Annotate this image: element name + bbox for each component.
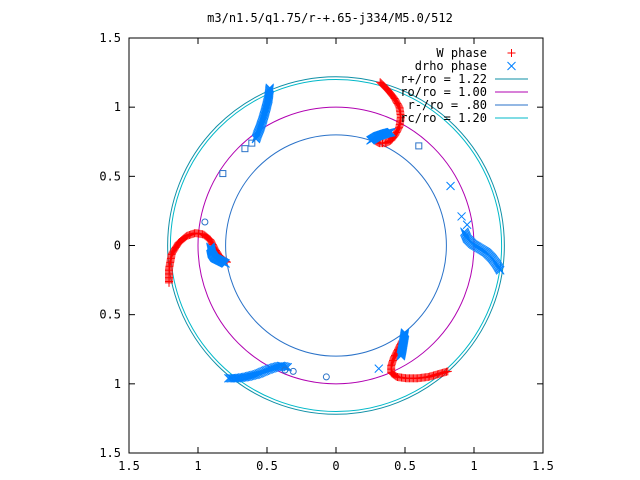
drho-phase-point xyxy=(253,130,262,139)
circle-r-ro xyxy=(225,134,447,357)
circle-point xyxy=(322,373,330,381)
y-tick-label: 1.5 xyxy=(99,446,121,460)
axes: 1.5 1 0.5 0 0.5 1 1.51.510.500.511.5 xyxy=(99,31,554,473)
y-tick-label: 1 xyxy=(114,377,121,391)
legend-marker xyxy=(507,49,516,57)
circle-roro xyxy=(197,106,475,385)
drho-phase-point xyxy=(252,132,262,142)
drho-phase-point xyxy=(258,116,267,126)
drho-phase-point xyxy=(386,127,396,137)
drho-phase-point xyxy=(495,266,505,275)
drho-phase-point xyxy=(396,351,406,361)
drho-phase-point xyxy=(256,121,266,130)
drho-phase-point xyxy=(397,348,406,358)
x-tick-label: 1.5 xyxy=(118,459,140,473)
y-tick-label: 0.5 xyxy=(99,169,121,183)
drho-phase-point xyxy=(446,181,455,191)
circle-point xyxy=(281,366,289,374)
x-tick-label: 1 xyxy=(194,459,201,473)
legend-label: ro/ro = 1.00 xyxy=(400,85,487,99)
square-point xyxy=(241,145,249,153)
drho-phase-point xyxy=(259,112,268,122)
x-tick-label: 0 xyxy=(332,459,339,473)
drho-phase-point xyxy=(257,118,267,128)
data-marks xyxy=(165,78,505,383)
square-point xyxy=(248,139,256,147)
drho-phase-point xyxy=(251,134,261,144)
drho-phase-point xyxy=(374,364,384,373)
x-tick-label: 0.5 xyxy=(394,459,416,473)
y-tick-label: 1.5 xyxy=(99,31,121,45)
x-tick-label: 0.5 xyxy=(256,459,278,473)
drho-phase-point xyxy=(252,131,262,140)
drho-phase-point xyxy=(258,115,268,124)
drho-phase-point xyxy=(221,259,230,268)
legend-marker xyxy=(507,61,516,71)
legend-label: drho phase xyxy=(415,59,487,73)
drho-phase-point xyxy=(396,349,406,359)
x-tick-label: 1.5 xyxy=(532,459,554,473)
square-point xyxy=(415,142,423,150)
legend-label: W phase xyxy=(436,46,487,60)
drho-phase-point xyxy=(258,114,268,123)
y-tick-label: 0.5 xyxy=(99,308,121,322)
drho-phase-point xyxy=(457,212,466,221)
drho-phase-point xyxy=(257,117,267,127)
chart-title: m3/n1.5/q1.75/r-+.65-j334/M5.0/512 xyxy=(207,11,453,25)
drho-phase-point xyxy=(396,350,406,360)
square-point xyxy=(219,170,227,178)
drho-phase-point xyxy=(462,220,472,230)
circle-rcro xyxy=(169,79,503,412)
y-tick-label: 1 xyxy=(114,100,121,114)
y-tick-label: 0 xyxy=(114,239,121,253)
circle-point xyxy=(201,218,209,226)
legend-label: r-/ro = .80 xyxy=(408,98,487,112)
reference-circles xyxy=(167,76,505,415)
legend-label: r+/ro = 1.22 xyxy=(400,72,487,86)
legend-label: rc/ro = 1.20 xyxy=(400,111,487,125)
x-tick-label: 1 xyxy=(470,459,477,473)
circle-point xyxy=(289,367,297,375)
drho-phase-point xyxy=(256,119,266,129)
circle-r+ro xyxy=(167,76,505,415)
